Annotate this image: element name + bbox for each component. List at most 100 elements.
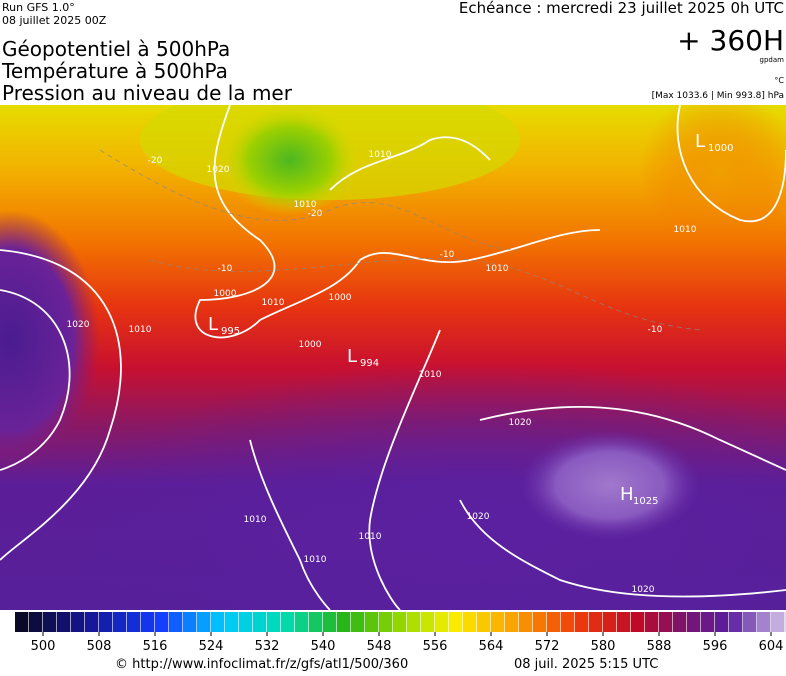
colorbar-swatch — [15, 612, 29, 632]
colorbar-swatch — [547, 612, 561, 632]
unit: gpdam — [760, 56, 785, 64]
center-value: 1025 — [633, 496, 658, 507]
colorbar-label: 572 — [535, 639, 560, 654]
contour-label: 1020 — [632, 585, 655, 595]
colorbar-swatch — [603, 612, 617, 632]
colorbar-swatch — [715, 612, 729, 632]
center-value: 994 — [360, 358, 379, 369]
colorbar-swatch — [449, 612, 463, 632]
colorbar-swatch — [113, 612, 127, 632]
colorbar-swatch — [379, 612, 393, 632]
contour-label: -20 — [148, 156, 163, 166]
contour-label: 1020 — [207, 165, 230, 175]
lead-time: + 360H — [677, 24, 784, 57]
contour-label: -20 — [308, 209, 323, 219]
colorbar-swatch — [267, 612, 281, 632]
colorbar-swatch — [211, 612, 225, 632]
colorbar-swatch — [295, 612, 309, 632]
colorbar-swatch — [631, 612, 645, 632]
colorbar-label: 580 — [591, 639, 616, 654]
colorbar-swatch — [617, 612, 631, 632]
colorbar-swatch — [575, 612, 589, 632]
colorbar-label: 524 — [199, 639, 224, 654]
contour-label: 1000 — [299, 340, 322, 350]
colorbar-swatch — [337, 612, 351, 632]
colorbar-swatch — [365, 612, 379, 632]
colorbar-label: 540 — [311, 639, 336, 654]
colorbar-swatch — [225, 612, 239, 632]
contour-label: 1000 — [214, 289, 237, 299]
contour-label: -10 — [218, 264, 233, 274]
colorbar-swatch — [29, 612, 43, 632]
colorbar-swatch — [169, 612, 183, 632]
contour-label: 1010 — [294, 200, 317, 210]
center-letter: L — [347, 346, 357, 367]
colorbar-swatch — [71, 612, 85, 632]
colorbar-swatch — [659, 612, 673, 632]
colorbar-swatch — [589, 612, 603, 632]
colorbar-swatch — [687, 612, 701, 632]
colorbar-swatch — [309, 612, 323, 632]
contour-label: 1010 — [674, 225, 697, 235]
colorbar-label: 588 — [647, 639, 672, 654]
center-letter: H — [620, 484, 634, 505]
contour-label: 1020 — [467, 512, 490, 522]
colorbar-swatch — [533, 612, 547, 632]
colorbar-label: 596 — [703, 639, 728, 654]
center-letter: L — [695, 131, 705, 152]
colorbar-swatch — [743, 612, 757, 632]
run: Run GFS 1.0° — [2, 1, 75, 14]
colorbar-swatch — [239, 612, 253, 632]
colorbar-label: 556 — [423, 639, 448, 654]
colorbar-swatch — [771, 612, 785, 632]
colorbar-label: 516 — [143, 639, 168, 654]
colorbar-swatch — [729, 612, 743, 632]
center-value: 1000 — [708, 143, 733, 154]
colorbar-swatch — [253, 612, 267, 632]
colorbar-swatch — [57, 612, 71, 632]
colorbar-swatch — [407, 612, 421, 632]
colorbar-swatch — [141, 612, 155, 632]
title: Pression au niveau de la mer — [2, 81, 293, 105]
colorbar-label: 564 — [479, 639, 504, 654]
title: Géopotentiel à 500hPa — [2, 37, 230, 61]
colorbar-swatch — [155, 612, 169, 632]
contour-label: 1010 — [486, 264, 509, 274]
contour-label: 1010 — [262, 298, 285, 308]
colorbar-swatch — [673, 612, 687, 632]
contour-label: -10 — [648, 325, 663, 335]
colorbar-swatch — [491, 612, 505, 632]
colorbar-swatch — [99, 612, 113, 632]
contour-label: 1010 — [359, 532, 382, 542]
map-field — [0, 105, 786, 610]
contour-label: -10 — [440, 250, 455, 260]
run-date: 08 juillet 2025 00Z — [2, 14, 107, 27]
contour-label: 1010 — [369, 150, 392, 160]
colorbar-swatch — [477, 612, 491, 632]
generated: 08 juil. 2025 5:15 UTC — [514, 657, 658, 672]
colorbar-swatch — [85, 612, 99, 632]
contour-label: 1020 — [509, 418, 532, 428]
contour-label: 1010 — [304, 555, 327, 565]
contour-label: 1020 — [67, 320, 90, 330]
colorbar-swatch — [519, 612, 533, 632]
contour-label: 1000 — [329, 293, 352, 303]
colorbar-label: 532 — [255, 639, 280, 654]
contour-label: 1010 — [129, 325, 152, 335]
colorbar-swatch — [435, 612, 449, 632]
colorbar-swatch — [43, 612, 57, 632]
colorbar-swatch — [701, 612, 715, 632]
colorbar-swatch — [561, 612, 575, 632]
colorbar-swatch — [505, 612, 519, 632]
valid-time: Echéance : mercredi 23 juillet 2025 0h U… — [459, 0, 784, 17]
colorbar-swatch — [127, 612, 141, 632]
pressure-range: [Max 1033.6 | Min 993.8] hPa — [652, 91, 784, 101]
colorbar-label: 548 — [367, 639, 392, 654]
colorbar-label: 508 — [87, 639, 112, 654]
colorbar-label: 500 — [31, 639, 56, 654]
colorbar-swatch — [421, 612, 435, 632]
colorbar-swatch — [463, 612, 477, 632]
colorbar-swatch — [183, 612, 197, 632]
